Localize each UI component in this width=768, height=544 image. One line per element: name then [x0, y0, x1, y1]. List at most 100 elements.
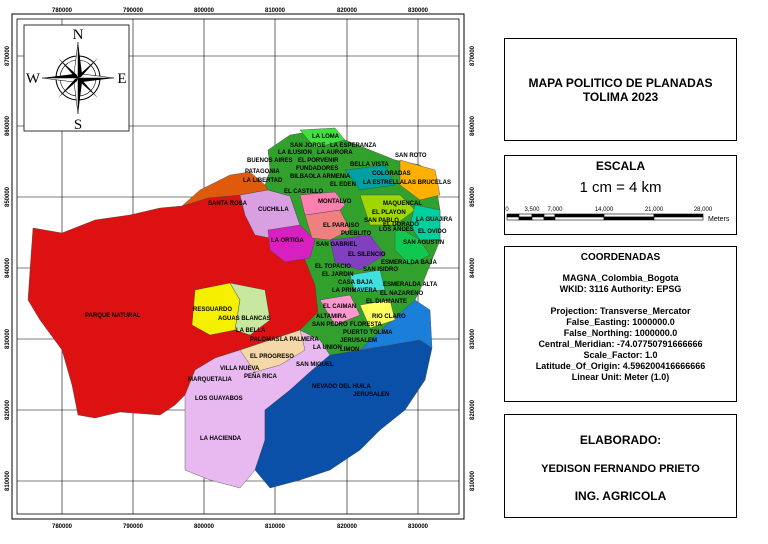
y-tick-left-5: 830000 — [5, 328, 11, 349]
label-la-ilusion: LA ILUSION — [278, 150, 312, 156]
label-palomas: PALOMAS — [250, 337, 280, 343]
label-la-palmera: LA PALMERA — [280, 337, 319, 343]
label-bella-vista: BELLA VISTA — [350, 162, 389, 168]
label-esmeralda-alta: ESMERALDA ALTA — [383, 282, 438, 288]
label-el-porvenir: EL PORVENIR — [298, 158, 339, 164]
coord-line-projection: Projection: Transverse_Mercator — [550, 306, 691, 316]
label-la-union: LA UNION — [313, 345, 342, 351]
coord-line-linear-unit: Linear Unit: Meter (1.0) — [571, 372, 670, 382]
label-el-diamante: EL DIAMANTE — [366, 299, 407, 305]
map-regions — [27, 127, 441, 489]
label-san-jorge: SAN JORGE — [290, 143, 325, 149]
label-el-progreso: EL PROGRESO — [250, 354, 294, 360]
label-san-isidro: SAN ISIDRO — [363, 267, 398, 273]
y-tick-right-7: 810000 — [470, 470, 476, 491]
y-tick-right-4: 840000 — [470, 257, 476, 278]
label-el-nazareno: EL NAZARENO — [380, 291, 424, 297]
x-tick-bottom-4: 810000 — [265, 524, 286, 530]
label-la-esperanza: LA ESPERANZA — [330, 143, 377, 149]
region-aguas-blancas — [229, 282, 271, 336]
y-tick-right-5: 830000 — [470, 328, 476, 349]
label-jerusalen: JERUSALEN — [353, 392, 389, 398]
region-el-oriente — [399, 159, 441, 201]
label-la-armenia: LA ARMENIA — [313, 174, 351, 180]
label-el-ovido: EL OVIDO — [418, 229, 447, 235]
label-cuchilla: CUCHILLA — [258, 207, 289, 213]
label-altamira: ALTAMIRA — [316, 314, 347, 320]
label-jerusalem: JERUSALEM — [340, 338, 377, 344]
coord-line-central-meridian: Central_Meridian: -74.07750791666666 — [538, 339, 703, 349]
x-tick-top-1: 780000 — [52, 8, 73, 14]
label-el-jardin: EL JARDIN — [322, 272, 354, 278]
label-san-pedro: SAN PEDRO — [312, 322, 348, 328]
y-tick-right-3: 850000 — [470, 186, 476, 207]
label-bilbao: BILBAO — [290, 174, 313, 180]
region-maquencal — [359, 194, 416, 226]
label-la-primavera: LA PRIMAVERA — [332, 288, 378, 294]
label-patagonia: PATAGONIA — [245, 169, 280, 175]
label-la-bella: LA BELLA — [236, 328, 266, 334]
label-san-miguel: SAN MIGUEL — [296, 362, 334, 368]
x-tick-bottom-3: 800000 — [194, 524, 215, 530]
y-tick-right-1: 870000 — [470, 45, 476, 66]
compass-north-label: N — [73, 27, 84, 43]
label-los-guayabos: LOS GUAYABOS — [195, 396, 243, 402]
label-santa-rosa: SANTA ROSA — [208, 201, 248, 207]
label-coloradas: COLORADAS — [372, 171, 411, 177]
label-resguardo: RESGUARDO — [193, 307, 232, 313]
label-el-topacio: EL TOPACIO — [315, 264, 351, 270]
title-panel: MAPA POLITICO DE PLANADAS TOLIMA 2023 — [504, 38, 737, 141]
x-tick-top-2: 790000 — [123, 8, 144, 14]
map-title: MAPA POLITICO DE PLANADAS — [528, 75, 713, 90]
region-nevado-del-huila — [254, 339, 433, 489]
region-purple-center — [329, 234, 386, 271]
x-tick-bottom-1: 780000 — [52, 524, 73, 530]
scale-label-2: 7,000 — [547, 207, 563, 213]
y-tick-left-7: 810000 — [5, 470, 11, 491]
label-esmeralda-baja: ESMERALDA BAJA — [381, 260, 437, 266]
coord-line-gcs: MAGNA_Colombia_Bogota — [562, 273, 679, 283]
label-la-loma: LA LOMA — [312, 134, 340, 140]
label-parque-natural: PARQUE NATURAL — [85, 313, 141, 319]
label-rio-claro: RIO CLARO — [372, 314, 406, 320]
x-tick-bottom-2: 790000 — [123, 524, 144, 530]
label-el-castillo: EL CASTILLO — [284, 189, 324, 195]
scale-ratio: 1 cm = 4 km — [579, 179, 662, 196]
coord-line-false-northing: False_Northing: 1000000.0 — [563, 328, 678, 338]
label-el-caiman: EL CAIMAN — [323, 304, 356, 310]
author-profession: ING. AGRICOLA — [574, 489, 667, 503]
coord-line-scale-factor: Scale_Factor: 1.0 — [583, 350, 658, 360]
label-la-aurora: LA AURORA — [317, 150, 353, 156]
region-san-agustin — [394, 224, 431, 266]
region-la-loma — [299, 127, 346, 149]
label-el-dorado: EL DORADO — [383, 222, 419, 228]
coordinates-heading: COORDENADAS — [580, 252, 661, 263]
y-tick-right-2: 860000 — [470, 115, 476, 136]
compass-south-label: S — [74, 117, 82, 133]
coord-line-wkid: WKID: 3116 Authority: EPSG — [559, 284, 682, 294]
label-las-brucelas: LAS BRUCELAS — [404, 180, 451, 186]
scale-heading: ESCALA — [595, 159, 646, 173]
label-maquencal: MAQUENCAL — [383, 201, 422, 207]
label-la-ortiga: LA ORTIGA — [271, 238, 304, 244]
scale-label-1: 3,500 — [524, 207, 540, 213]
label-san-pablo: SAN PABLO — [364, 218, 399, 224]
label-villa-nueva: VILLA NUEVA — [220, 366, 260, 372]
coordinates-panel: COORDENADAS MAGNA_Colombia_Bogota WKID: … — [504, 246, 737, 402]
region-yellow-east — [359, 299, 396, 329]
label-los-andes: LOS ANDES — [379, 227, 414, 233]
region-montalvo — [299, 191, 346, 216]
coord-line-latitude-origin: Latitude_Of_Origin: 4.596200416666666 — [535, 361, 706, 371]
label-la-guajira: LA GUAJIRA — [416, 217, 453, 223]
y-tick-left-1: 870000 — [5, 45, 11, 66]
region-cyan-small — [349, 269, 386, 293]
scale-label-0: 0 — [505, 207, 509, 213]
map-frame: 780000 790000 800000 810000 820000 83000… — [5, 8, 476, 530]
y-tick-left-2: 860000 — [5, 115, 11, 136]
author-name: YEDISON FERNANDO PRIETO — [541, 463, 700, 475]
author-panel: ELABORADO: YEDISON FERNANDO PRIETO ING. … — [504, 414, 737, 518]
y-tick-left-6: 820000 — [5, 399, 11, 420]
compass-east-label: E — [117, 71, 126, 87]
label-puerto-tolima: PUERTO TOLIMA — [343, 330, 393, 336]
y-tick-left-3: 850000 — [5, 186, 11, 207]
